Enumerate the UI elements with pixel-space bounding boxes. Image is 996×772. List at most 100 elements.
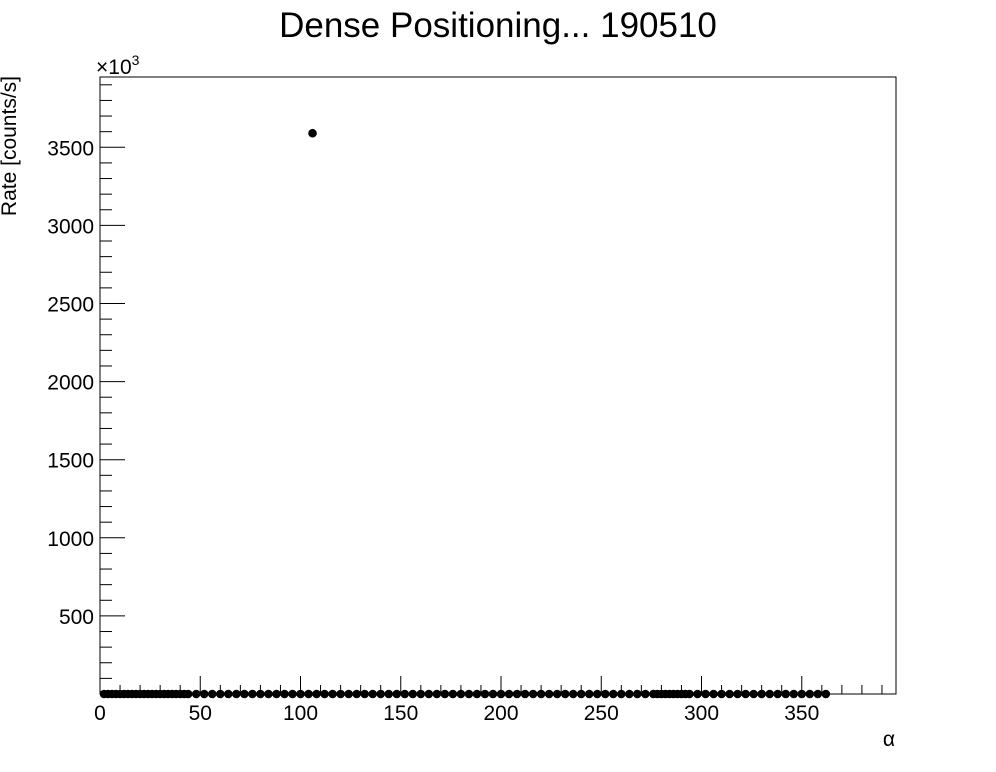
y-tick-label: 3500 bbox=[47, 137, 94, 160]
data-point bbox=[304, 689, 313, 699]
data-point bbox=[392, 689, 402, 699]
x-tick-label: 250 bbox=[584, 702, 619, 725]
data-point bbox=[757, 689, 766, 699]
data-point bbox=[773, 689, 783, 699]
data-point bbox=[576, 689, 586, 699]
data-point bbox=[320, 689, 329, 699]
y-axis-label: Rate [counts/s] bbox=[0, 76, 21, 216]
data-point bbox=[821, 689, 831, 699]
x-tick-label: 350 bbox=[784, 702, 819, 725]
y-tick-labels: 500 1000 1500 2000 2500 3000 3500 bbox=[47, 137, 94, 629]
data-point bbox=[191, 689, 201, 699]
data-point bbox=[352, 689, 361, 699]
data-point bbox=[344, 689, 353, 699]
data-point bbox=[544, 689, 554, 699]
data-point bbox=[749, 689, 758, 699]
data-point bbox=[432, 689, 442, 699]
data-point bbox=[725, 689, 734, 699]
data-point bbox=[264, 689, 273, 699]
data-point bbox=[360, 689, 369, 699]
data-point bbox=[183, 689, 193, 699]
y-multiplier-base: ×10 bbox=[96, 56, 132, 79]
data-point bbox=[733, 689, 742, 699]
y-tick-label: 1000 bbox=[47, 528, 94, 551]
data-point bbox=[813, 689, 823, 699]
data-point bbox=[199, 689, 209, 699]
data-point bbox=[224, 689, 233, 699]
x-tick-label: 100 bbox=[283, 702, 318, 725]
data-point bbox=[207, 689, 217, 699]
axis-ticks bbox=[99, 84, 883, 695]
y-tick-label: 1500 bbox=[47, 450, 94, 473]
x-axis-label: α bbox=[883, 728, 895, 751]
data-point bbox=[408, 689, 418, 699]
data-point bbox=[256, 689, 265, 699]
y-tick-label: 500 bbox=[59, 606, 94, 629]
data-point bbox=[781, 689, 791, 699]
y-tick-label: 2500 bbox=[47, 293, 94, 316]
data-point bbox=[296, 689, 305, 699]
data-point bbox=[384, 689, 394, 699]
data-point bbox=[368, 689, 377, 699]
data-point bbox=[693, 689, 702, 699]
x-tick-label: 150 bbox=[383, 702, 418, 725]
data-point bbox=[424, 689, 434, 699]
data-point bbox=[741, 689, 750, 699]
data-point bbox=[685, 689, 694, 699]
data-point bbox=[288, 689, 297, 699]
data-point bbox=[584, 689, 594, 699]
data-point bbox=[448, 689, 458, 699]
data-point bbox=[472, 689, 482, 699]
data-point bbox=[520, 689, 530, 699]
data-point bbox=[488, 689, 498, 699]
y-axis-multiplier: ×103 bbox=[96, 52, 140, 79]
data-point bbox=[280, 689, 289, 699]
data-point bbox=[625, 689, 634, 699]
data-point bbox=[376, 689, 386, 699]
data-point bbox=[701, 689, 710, 699]
data-point bbox=[797, 689, 807, 699]
data-point bbox=[717, 689, 726, 699]
data-point bbox=[789, 689, 799, 699]
data-point bbox=[552, 689, 562, 699]
data-point bbox=[248, 689, 257, 699]
data-point bbox=[512, 689, 522, 699]
data-point bbox=[600, 689, 610, 699]
y-tick-label: 3000 bbox=[47, 215, 94, 238]
data-point bbox=[440, 689, 450, 699]
data-point bbox=[328, 689, 337, 699]
y-multiplier-exponent: 3 bbox=[132, 52, 140, 68]
data-point bbox=[592, 689, 602, 699]
data-point bbox=[536, 689, 546, 699]
data-point bbox=[480, 689, 490, 699]
data-point bbox=[232, 689, 241, 699]
data-point bbox=[633, 689, 642, 699]
x-tick-labels: 0 50 100 150 200 250 300 350 bbox=[94, 702, 819, 725]
data-point bbox=[308, 128, 317, 138]
data-point bbox=[272, 689, 281, 699]
data-point bbox=[240, 689, 249, 699]
data-point bbox=[568, 689, 578, 699]
x-tick-label: 200 bbox=[483, 702, 518, 725]
data-point bbox=[504, 689, 514, 699]
data-point bbox=[528, 689, 538, 699]
plot-frame bbox=[99, 76, 897, 695]
y-tick-label: 2000 bbox=[47, 372, 94, 395]
data-point bbox=[496, 689, 506, 699]
x-tick-label: 0 bbox=[94, 702, 106, 725]
data-point bbox=[400, 689, 410, 699]
data-point bbox=[765, 689, 774, 699]
data-points bbox=[99, 128, 831, 699]
data-point bbox=[216, 689, 225, 699]
chart-title: Dense Positioning... 190510 bbox=[279, 6, 717, 45]
data-point bbox=[805, 689, 815, 699]
data-point bbox=[641, 689, 650, 699]
data-point bbox=[312, 689, 321, 699]
data-point bbox=[608, 689, 618, 699]
data-point bbox=[456, 689, 466, 699]
data-point bbox=[464, 689, 474, 699]
data-point bbox=[617, 689, 626, 699]
data-point bbox=[336, 689, 345, 699]
x-tick-label: 50 bbox=[189, 702, 212, 725]
